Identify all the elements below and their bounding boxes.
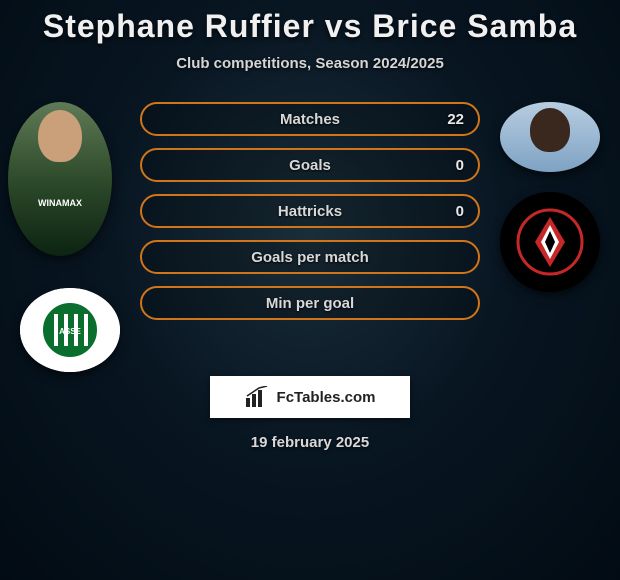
stat-right-value	[450, 288, 478, 318]
left-club-logo: ASSE	[20, 288, 120, 372]
stat-left-value	[142, 196, 170, 226]
stat-label: Hattricks	[142, 203, 478, 220]
club-logo-placeholder: ASSE	[20, 288, 120, 372]
stat-row: Hattricks0	[140, 194, 480, 228]
page-subtitle: Club competitions, Season 2024/2025	[0, 55, 620, 72]
stat-right-value: 0	[442, 196, 478, 226]
stat-label: Goals per match	[142, 249, 478, 266]
brand-text: FcTables.com	[277, 389, 376, 406]
date-text: 19 february 2025	[0, 434, 620, 451]
stat-right-value: 0	[442, 150, 478, 180]
player-photo-placeholder	[500, 102, 600, 172]
brand-box: FcTables.com	[210, 376, 410, 418]
stat-label: Min per goal	[142, 295, 478, 312]
stat-left-value	[142, 288, 170, 318]
player-photo-placeholder	[8, 102, 112, 256]
stat-row: Min per goal	[140, 286, 480, 320]
chart-icon	[245, 386, 271, 408]
stat-row: Goals0	[140, 148, 480, 182]
stat-label: Matches	[142, 111, 478, 128]
stat-left-value	[142, 242, 170, 272]
club-logo-placeholder	[500, 192, 600, 292]
stat-label: Goals	[142, 157, 478, 174]
stat-left-value	[142, 150, 170, 180]
stat-left-value	[142, 104, 170, 134]
left-player-avatar	[8, 102, 112, 256]
right-club-logo	[500, 192, 600, 292]
comparison-panel: ASSE Matches22Goals0Hattricks0Goals per …	[0, 92, 620, 522]
stat-row: Goals per match	[140, 240, 480, 274]
svg-text:ASSE: ASSE	[59, 327, 81, 336]
page-title: Stephane Ruffier vs Brice Samba	[0, 0, 620, 45]
stat-rows: Matches22Goals0Hattricks0Goals per match…	[140, 102, 480, 332]
stat-right-value: 22	[433, 104, 478, 134]
stat-row: Matches22	[140, 102, 480, 136]
stat-right-value	[450, 242, 478, 272]
right-player-avatar	[500, 102, 600, 172]
